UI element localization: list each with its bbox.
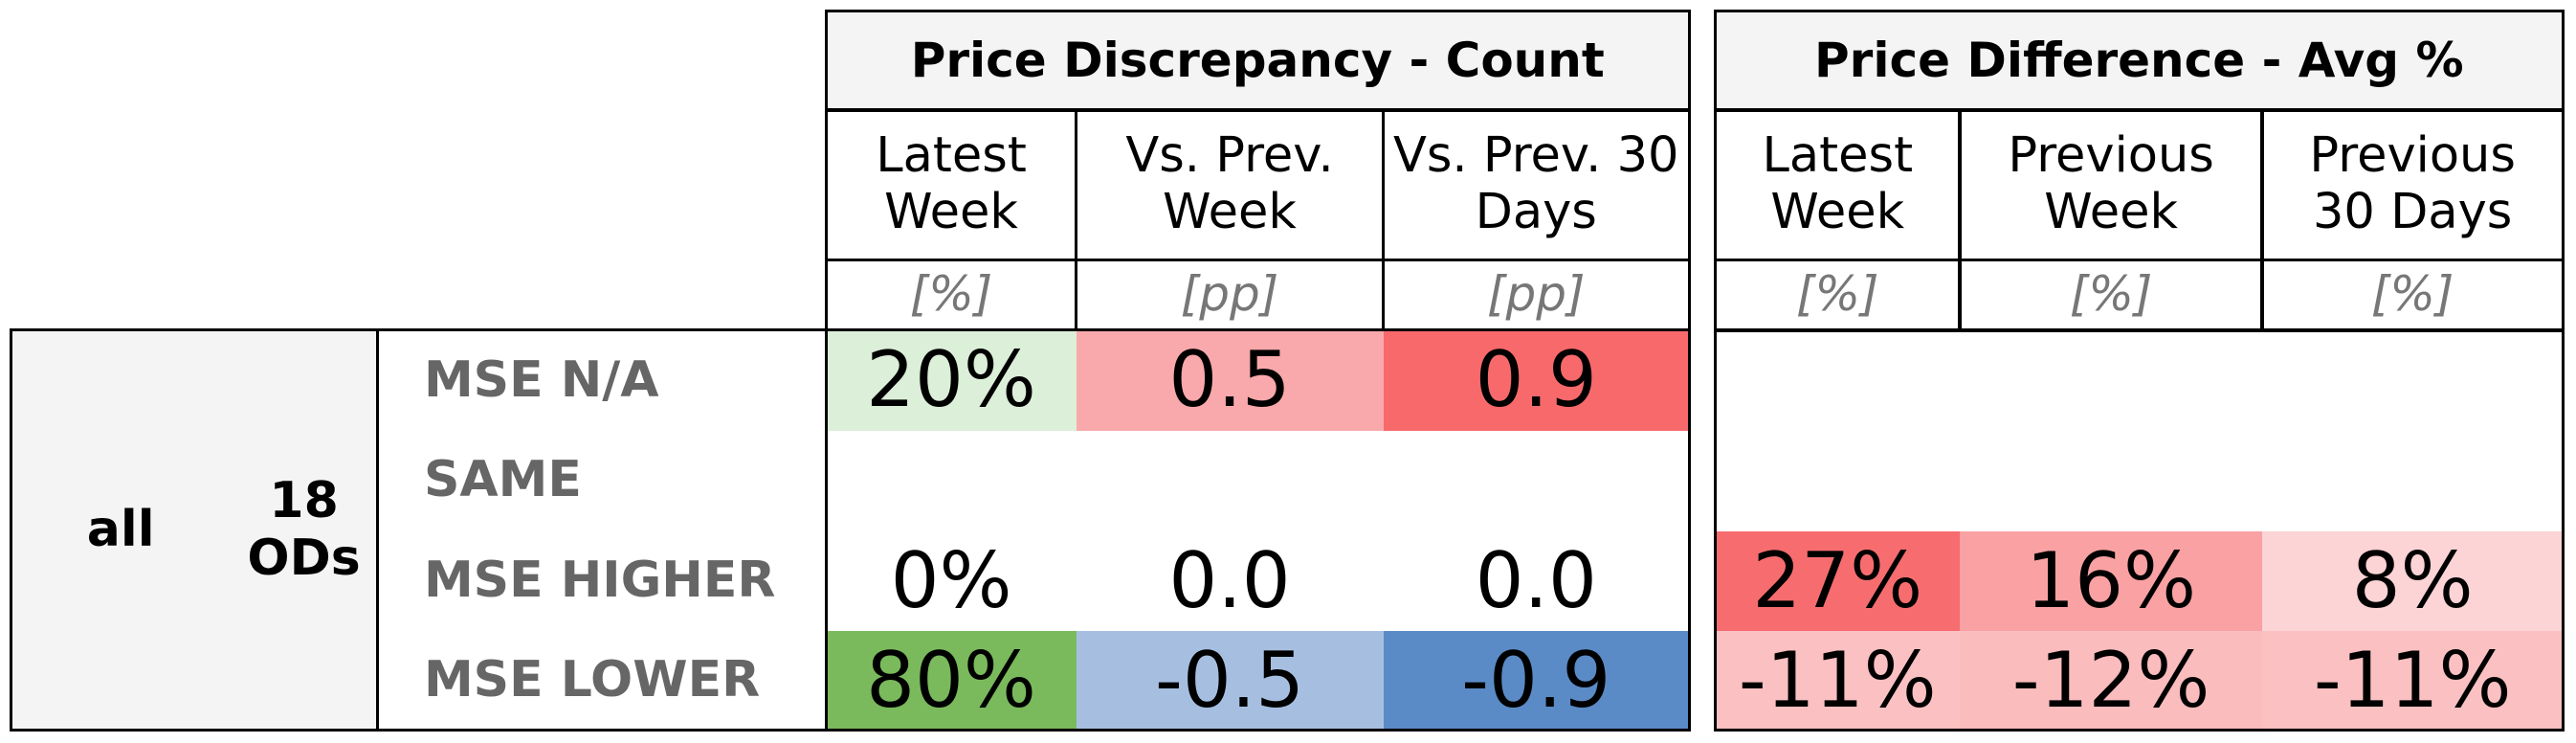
border <box>1713 258 1962 332</box>
value-cell: -11% <box>2262 631 2564 731</box>
border <box>1713 10 2565 112</box>
column-unit: [%] <box>909 266 993 323</box>
border <box>1958 258 2264 332</box>
row-group-level2: 18 ODs <box>247 471 361 587</box>
column-header: Vs. Prev. 30 Days <box>1392 127 1679 241</box>
row-label: SAME <box>423 451 582 509</box>
row-group-bg <box>11 330 378 731</box>
row-group-level1: all <box>86 500 155 558</box>
column-unit: [pp] <box>1180 266 1279 323</box>
group-title: Price Difference - Avg % <box>1715 11 2564 111</box>
value-cell: 27% <box>1715 530 1961 632</box>
column-unit: [%] <box>1796 266 1879 323</box>
value-cell: -11% <box>1715 631 1961 731</box>
value-cell: 0.9 <box>1383 330 1689 431</box>
column-header: Vs. Prev. Week <box>1125 127 1334 241</box>
border <box>1074 258 1386 332</box>
value-cell: 0.5 <box>1076 330 1384 431</box>
border <box>824 10 1691 112</box>
value-cell: 80% <box>826 631 1077 731</box>
border <box>1713 328 2565 732</box>
value-cell: 0.0 <box>1168 535 1291 625</box>
border <box>1381 258 1691 332</box>
group-title: Price Discrepancy - Count <box>826 11 1689 111</box>
border <box>376 328 829 732</box>
border <box>1713 108 1962 261</box>
border <box>1958 108 2264 261</box>
column-unit: [%] <box>2069 266 2153 323</box>
border <box>824 108 1078 261</box>
column-unit: [pp] <box>1486 266 1586 323</box>
value-cell: -12% <box>1960 631 2263 731</box>
value-cell: 0% <box>890 535 1012 625</box>
row-label: MSE N/A <box>423 350 659 409</box>
value-cell: 8% <box>2262 530 2564 632</box>
value-cell: 20% <box>826 330 1077 431</box>
column-unit: [%] <box>2370 266 2454 323</box>
value-cell: 16% <box>1960 530 2263 632</box>
border <box>2260 258 2565 332</box>
column-header: Latest Week <box>1762 127 1914 241</box>
row-label: MSE HIGHER <box>423 551 776 609</box>
value-cell: 0.0 <box>1475 535 1597 625</box>
border <box>824 258 1078 332</box>
value-cell: -0.5 <box>1076 631 1384 731</box>
column-header: Previous 30 Days <box>2309 127 2516 241</box>
border <box>10 328 1691 732</box>
value-cell: -0.9 <box>1383 631 1689 731</box>
row-label: MSE LOWER <box>423 650 761 709</box>
border <box>1381 108 1691 261</box>
column-header: Latest Week <box>876 127 1027 241</box>
border <box>1074 108 1386 261</box>
column-header: Previous Week <box>2008 127 2214 241</box>
border <box>2260 108 2565 261</box>
